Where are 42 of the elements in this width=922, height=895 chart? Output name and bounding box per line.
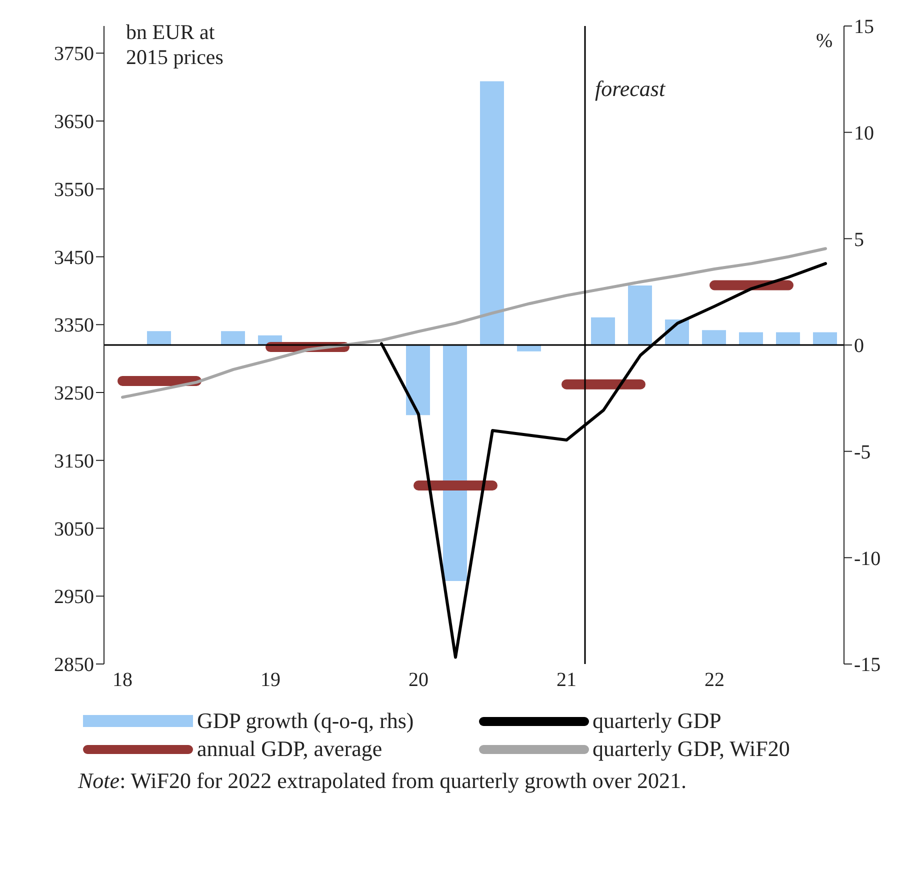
y-tick-label: 3650 (54, 111, 94, 134)
y2-tick-label: 15 (854, 16, 874, 38)
y2-tick-label: 10 (854, 122, 874, 144)
legend-label: quarterly GDP, WiF20 (592, 736, 790, 762)
bar (591, 317, 615, 345)
y-tick-label: 3050 (54, 518, 94, 540)
y2-tick-label: 0 (854, 335, 864, 358)
y-tick-label: 2850 (54, 654, 94, 676)
y2-tick-label: -5 (854, 441, 871, 464)
y2-tick-label: -10 (854, 548, 881, 570)
bar (776, 332, 800, 345)
x-tick-label: 19 (260, 669, 280, 692)
bar (813, 332, 837, 345)
legend-label: annual GDP, average (197, 736, 382, 762)
line-series (121, 247, 827, 399)
y2-tick-label: 5 (854, 228, 864, 251)
bar (702, 330, 726, 345)
y-tick-label: 3350 (54, 314, 94, 337)
bar (480, 81, 504, 345)
bar (147, 331, 171, 345)
bar (406, 345, 430, 416)
y2-tick-label: -15 (854, 654, 881, 676)
bar (739, 332, 763, 345)
x-tick-label: 18 (112, 669, 132, 692)
y2-axis-title: % (816, 30, 833, 53)
x-tick-label: 21 (556, 669, 576, 692)
y-tick-label: 3450 (54, 246, 94, 269)
bar (628, 285, 652, 345)
x-tick-label: 22 (704, 669, 724, 692)
legend-label: quarterly GDP (592, 708, 722, 734)
text: Note: WiF20 for 2022 extrapolated from quarterly growth over 2021. (76, 767, 688, 794)
x-tick-label: 20 (408, 669, 428, 692)
ref-line-label: forecast (595, 76, 666, 101)
y-tick-label: 2950 (54, 586, 94, 608)
y-tick-label: 3250 (54, 382, 94, 405)
y-tick-label: 3150 (54, 450, 94, 472)
y-tick-label: 3550 (54, 178, 94, 201)
bar (221, 331, 245, 345)
bar (443, 345, 467, 582)
legend-label: GDP growth (q-o-q, rhs) (197, 708, 414, 734)
y-axis-title: bn EUR at 2015 prices (126, 20, 224, 70)
y-tick-label: 3750 (54, 43, 94, 66)
